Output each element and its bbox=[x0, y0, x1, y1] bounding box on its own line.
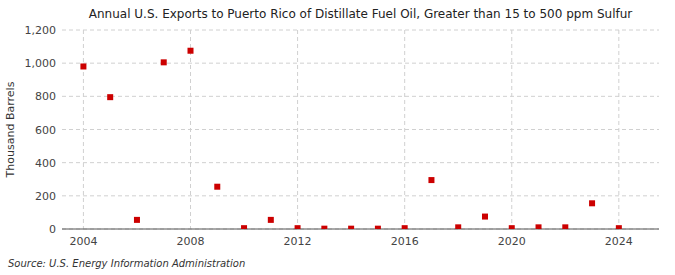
y-grid-line bbox=[62, 30, 659, 31]
y-grid-line bbox=[62, 96, 659, 97]
point bbox=[241, 225, 247, 229]
point bbox=[536, 224, 542, 229]
x-tick-label: 2004 bbox=[69, 235, 97, 248]
point bbox=[348, 226, 354, 229]
y-tick-label: 1,200 bbox=[25, 24, 57, 37]
x-grid-line bbox=[511, 30, 512, 229]
y-grid-line bbox=[62, 162, 659, 163]
x-tick-label: 2024 bbox=[605, 235, 633, 248]
point bbox=[428, 177, 434, 183]
point bbox=[321, 226, 327, 229]
x-grid-line bbox=[297, 30, 298, 229]
y-grid-line bbox=[62, 229, 659, 230]
point bbox=[402, 225, 408, 229]
x-grid-line bbox=[190, 30, 191, 229]
point bbox=[375, 226, 381, 229]
point bbox=[134, 217, 140, 223]
y-tick-label: 200 bbox=[35, 190, 56, 203]
point bbox=[589, 200, 595, 206]
point bbox=[562, 224, 568, 229]
point bbox=[509, 225, 515, 229]
y-tick-label: 600 bbox=[35, 124, 56, 137]
x-tick-label: 2012 bbox=[284, 235, 312, 248]
x-grid-line bbox=[404, 30, 405, 229]
x-tick-label: 2016 bbox=[391, 235, 419, 248]
point bbox=[161, 59, 167, 65]
title: Annual U.S. Exports to Puerto Rico of Di… bbox=[89, 7, 633, 21]
point bbox=[482, 214, 488, 220]
y-tick-label: 0 bbox=[49, 223, 56, 236]
y-grid-line bbox=[62, 195, 659, 196]
y-tick-label: 1,000 bbox=[25, 57, 57, 70]
point bbox=[268, 217, 274, 223]
x-axis-line bbox=[62, 229, 659, 230]
y-axis-label: Thousand Barrels bbox=[4, 81, 17, 178]
point bbox=[295, 225, 301, 229]
source-note: Source: U.S. Energy Information Administ… bbox=[8, 258, 245, 269]
y-grid-line bbox=[62, 63, 659, 64]
y-grid-line bbox=[62, 129, 659, 130]
x-grid-line bbox=[618, 30, 619, 229]
x-tick-label: 2020 bbox=[498, 235, 526, 248]
point bbox=[455, 224, 461, 229]
x-grid-line bbox=[83, 30, 84, 229]
chart: 0 200 400 600 800 1,000 1,200 2004 2008 2012 2016 2… bbox=[0, 0, 675, 275]
point bbox=[80, 63, 86, 69]
point bbox=[214, 184, 220, 190]
points bbox=[80, 48, 621, 229]
x-tick-label: 2008 bbox=[177, 235, 205, 248]
point bbox=[616, 225, 622, 229]
grid bbox=[62, 30, 659, 229]
point bbox=[188, 48, 194, 54]
point bbox=[107, 94, 113, 100]
y-tick-label: 800 bbox=[35, 90, 56, 103]
y-tick-label: 400 bbox=[35, 157, 56, 170]
